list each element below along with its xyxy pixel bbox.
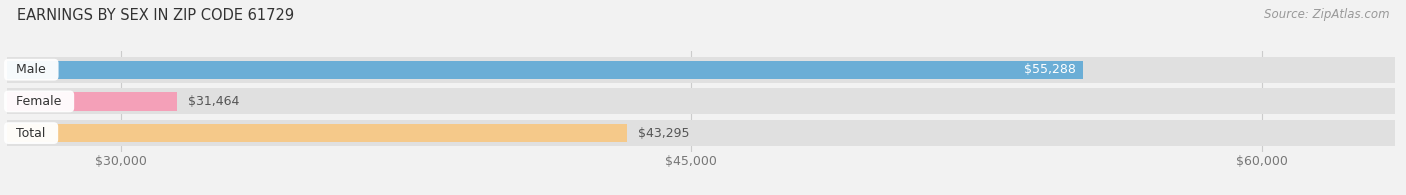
Text: Source: ZipAtlas.com: Source: ZipAtlas.com bbox=[1264, 8, 1389, 21]
Bar bbox=[7, 60, 1083, 79]
Text: Male: Male bbox=[8, 63, 55, 76]
Text: $43,295: $43,295 bbox=[638, 127, 689, 140]
Bar bbox=[7, 92, 177, 111]
Text: Total: Total bbox=[8, 127, 53, 140]
Bar bbox=[7, 120, 1395, 146]
Bar bbox=[7, 57, 1395, 83]
Bar bbox=[7, 124, 627, 142]
Text: EARNINGS BY SEX IN ZIP CODE 61729: EARNINGS BY SEX IN ZIP CODE 61729 bbox=[17, 8, 294, 23]
Text: $31,464: $31,464 bbox=[188, 95, 239, 108]
Bar bbox=[7, 88, 1395, 114]
Text: Female: Female bbox=[8, 95, 70, 108]
Text: $55,288: $55,288 bbox=[1024, 63, 1076, 76]
